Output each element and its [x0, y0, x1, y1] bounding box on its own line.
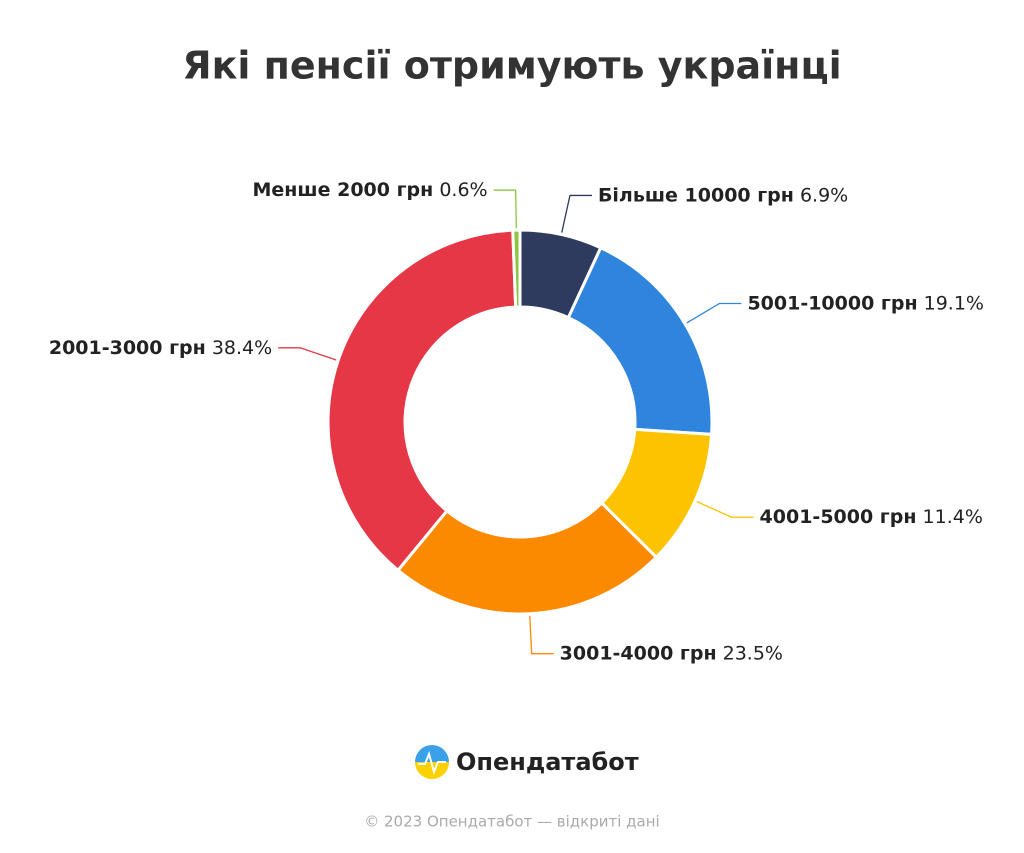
data-label: Менше 2000 грн 0.6%	[253, 179, 488, 201]
label-value: 0.6%	[439, 179, 487, 201]
label-value: 6.9%	[800, 184, 848, 206]
data-label: 5001-10000 грн 19.1%	[747, 292, 984, 314]
leader-line	[278, 347, 337, 361]
leader-line	[686, 302, 742, 324]
label-value: 23.5%	[723, 642, 783, 664]
leader-line	[696, 501, 754, 518]
data-label: Більше 10000 грн 6.9%	[598, 184, 848, 206]
slice	[511, 228, 522, 309]
leader-line	[561, 194, 592, 233]
slice	[566, 246, 714, 436]
data-label: 2001-3000 грн 38.4%	[49, 336, 272, 358]
slice	[326, 228, 518, 572]
leader-line	[493, 189, 517, 229]
logo-text: Опендатабот	[456, 748, 639, 776]
label-category: 3001-4000 грн	[560, 642, 717, 664]
label-category: 2001-3000 грн	[49, 336, 206, 358]
data-label: 3001-4000 грн 23.5%	[560, 642, 783, 664]
label-value: 38.4%	[212, 336, 272, 358]
slice	[396, 501, 658, 616]
leader-line	[529, 615, 554, 655]
label-category: Менше 2000 грн	[253, 179, 434, 201]
label-value: 11.4%	[923, 506, 983, 528]
logo-pulse	[418, 750, 446, 776]
chart-title: Які пенсії отримують українці	[182, 44, 841, 88]
label-category: Більше 10000 грн	[598, 184, 794, 206]
data-label: 4001-5000 грн 11.4%	[760, 506, 983, 528]
donut: Більше 10000 грн 6.9% 5001-10000 грн 19.1…	[49, 179, 984, 665]
label-category: 5001-10000 грн	[747, 292, 917, 314]
label-value: 19.1%	[924, 292, 984, 314]
footer: © 2023 Опендатабот — відкриті дані	[364, 813, 659, 831]
label-category: 4001-5000 грн	[760, 506, 917, 528]
